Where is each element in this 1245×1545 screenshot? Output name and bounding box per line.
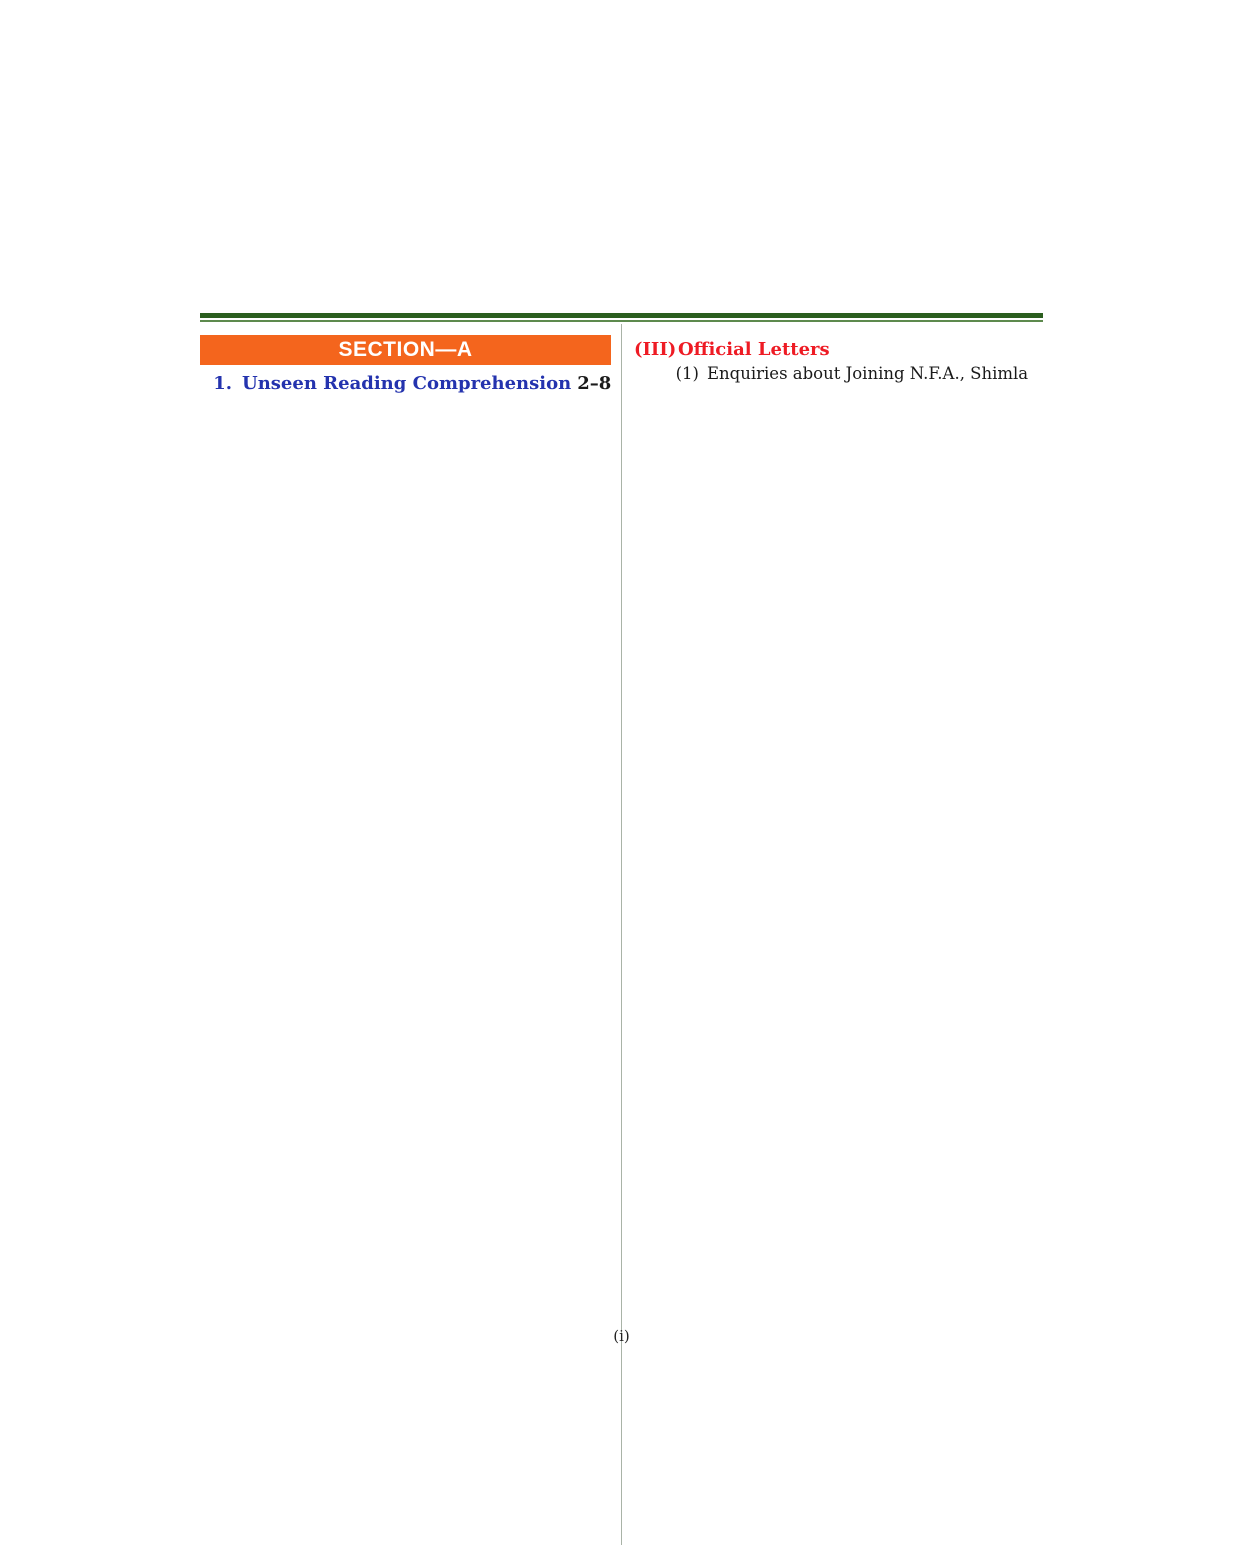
- toc-heading-row: (III) Official Letters: [634, 338, 1245, 361]
- toc-column-left: SECTION—A 1. Unseen Reading Comprehension 2…: [200, 324, 611, 1545]
- top-rule-thin: [200, 320, 1043, 322]
- entry-title: Enquiries about Joining N.F.A., Shimla: [707, 364, 1029, 384]
- entry-title: Unseen Reading Comprehension: [242, 373, 572, 394]
- section-banner-label: SECTION—A: [338, 338, 473, 361]
- page-number-footer: (i): [613, 1327, 630, 1345]
- toc-columns: SECTION—A 1. Unseen Reading Comprehension 2…: [200, 324, 1245, 1545]
- top-rule: [200, 313, 1043, 322]
- toc-item-row: (1) Enquiries about Joining N.F.A., Shiml…: [634, 362, 1245, 1545]
- top-rule-thick: [200, 313, 1043, 318]
- entry-page: 2–80: [571, 372, 611, 1545]
- entry-marker: (1): [675, 364, 699, 384]
- entry-title: Official Letters: [678, 339, 830, 360]
- entry-marker: (III): [634, 339, 677, 360]
- toc-column-right: (III) Official Letters (1) Enquiries about …: [634, 324, 1245, 1545]
- section-banner: SECTION—A: [200, 335, 611, 365]
- entry-marker: 1.: [213, 373, 232, 394]
- entry-page: 174: [1028, 362, 1245, 1545]
- column-divider: [621, 324, 622, 1545]
